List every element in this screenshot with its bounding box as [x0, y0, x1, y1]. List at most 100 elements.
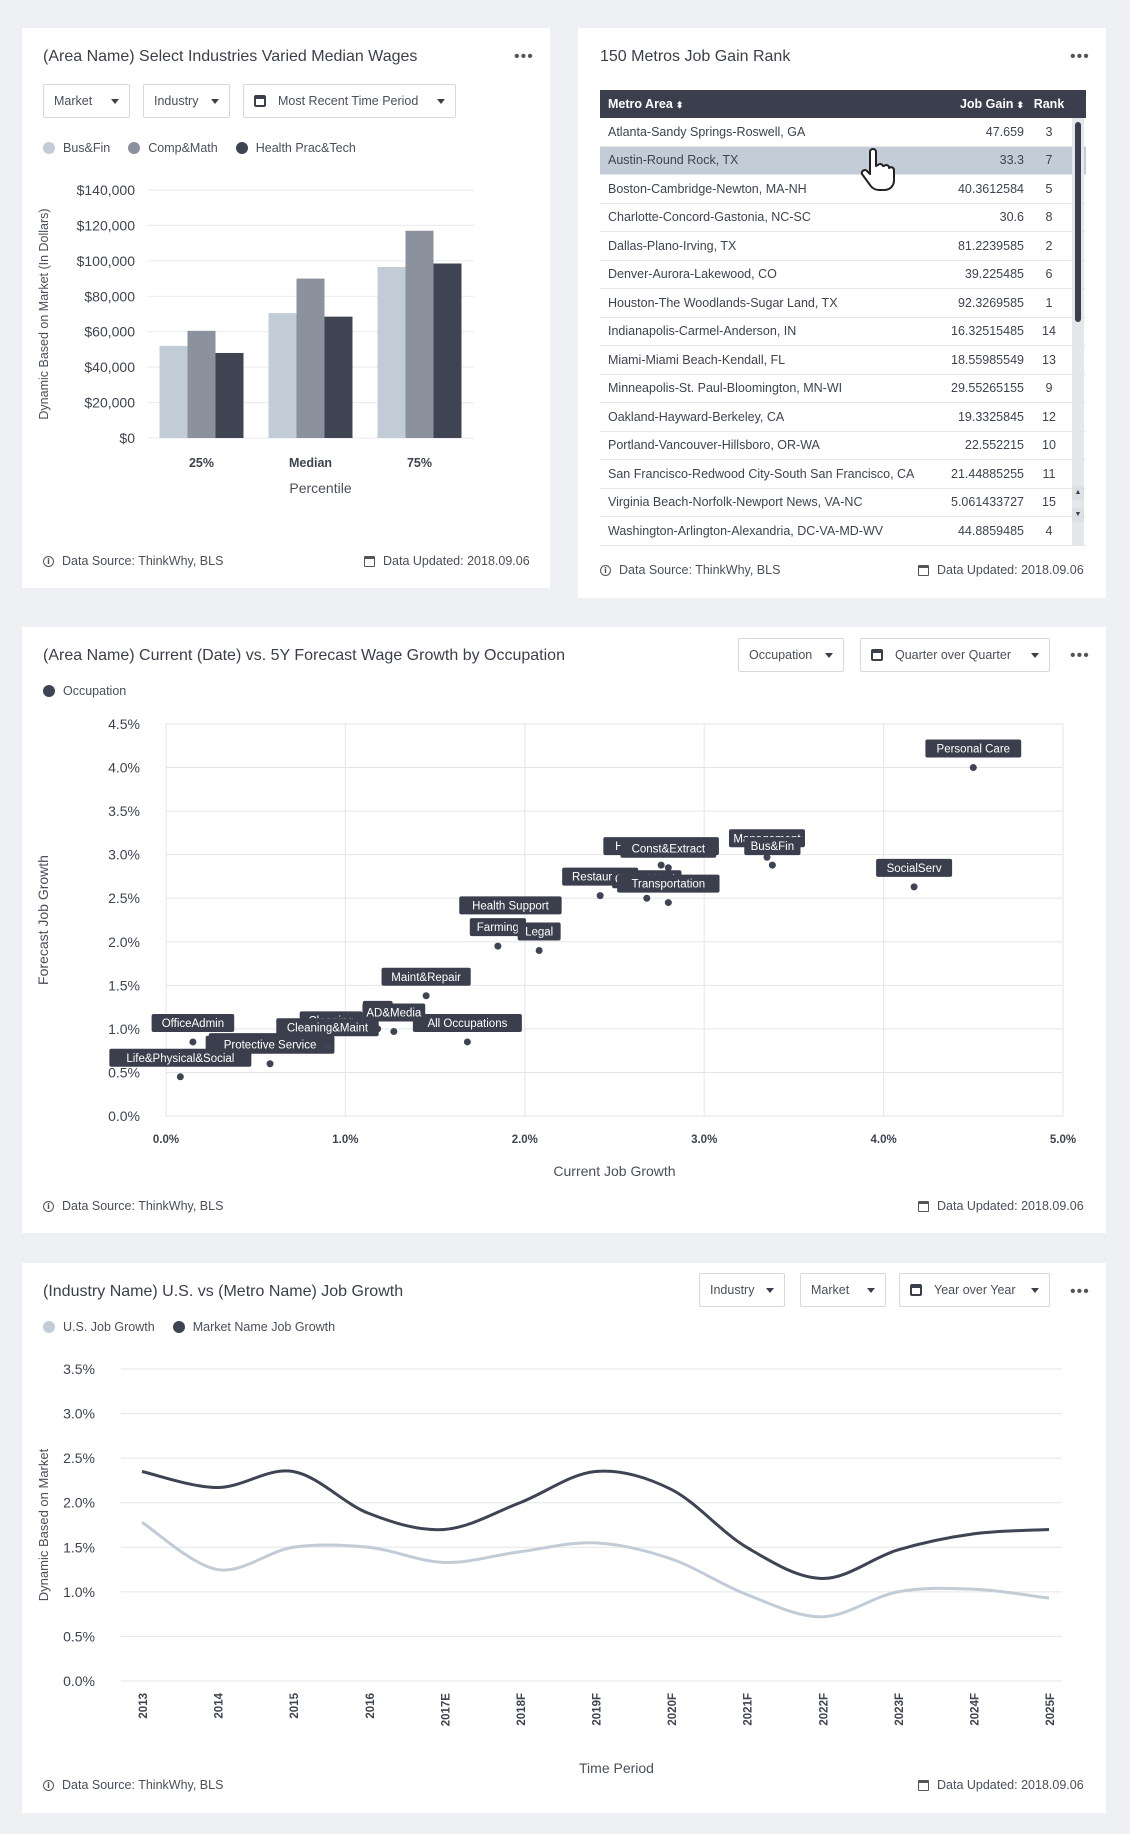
chevron-down-icon	[111, 98, 119, 104]
year-dropdown-label: Year over Year	[934, 1283, 1016, 1297]
scatter-point	[643, 894, 651, 902]
industry-dropdown[interactable]: Industry	[143, 84, 230, 118]
legend-item[interactable]: Market Name Job Growth	[172, 1320, 335, 1334]
market-dropdown[interactable]: Market	[800, 1273, 886, 1307]
x-tick-label: 2021F	[743, 1693, 755, 1726]
y-tick-label: $20,000	[84, 395, 135, 411]
more-options-icon[interactable]: •••	[1070, 647, 1090, 664]
legend-label: Comp&Math	[148, 141, 218, 155]
metro-area-cell: Miami-Miami Beach-Kendall, FL	[608, 352, 786, 367]
rank-cell: 11	[1042, 466, 1056, 481]
scatter-point	[768, 861, 776, 869]
x-tick-label: 4.0%	[870, 1134, 896, 1146]
table-row[interactable]: Minneapolis-St. Paul-Bloomington, MN-WI 2…	[600, 375, 1086, 403]
job-gain-cell: 30.6	[999, 210, 1024, 225]
point-label: Farming	[477, 922, 519, 934]
x-tick-label: Median	[289, 456, 332, 470]
scatter-card-title: (Area Name) Current (Date) vs. 5Y Foreca…	[43, 647, 565, 664]
more-options-icon[interactable]: •••	[1070, 48, 1090, 65]
y-tick-label: 4.5%	[108, 716, 140, 732]
sort-icon[interactable]: ⬍	[675, 100, 684, 110]
market-dropdown-label: Market	[811, 1283, 850, 1297]
data-source: i Data Source: ThinkWhy, BLS	[43, 1778, 223, 1792]
job-gain-cell: 44.8859485	[957, 523, 1024, 538]
legend-label: Health Prac&Tech	[255, 141, 356, 155]
table-row[interactable]: Washington-Arlington-Alexandria, DC-VA-M…	[600, 517, 1086, 546]
data-updated-text: Data Updated: 2018.09.06	[383, 554, 530, 568]
data-updated: Data Updated: 2018.09.06	[918, 563, 1084, 577]
scatter-point	[266, 1060, 274, 1068]
data-updated-text: Data Updated: 2018.09.06	[937, 563, 1084, 577]
market-dropdown[interactable]: Market	[43, 84, 130, 118]
job-gain-cell: 40.3612584	[957, 181, 1024, 196]
x-tick-label: 2020F	[667, 1693, 679, 1726]
y-tick-label: 2.0%	[63, 1495, 95, 1511]
column-header-job-gain[interactable]: Job Gain ⬍	[959, 97, 1024, 111]
table-row[interactable]: Austin-Round Rock, TX 33.3 7	[600, 146, 1086, 175]
job-gain-cell: 47.659	[985, 124, 1024, 139]
table-row[interactable]: Indianapolis-Carmel-Anderson, IN 16.32515…	[600, 318, 1086, 346]
legend-item[interactable]: Health Prac&Tech	[235, 141, 356, 155]
scatter-point	[664, 864, 672, 872]
bar-legend: Bus&Fin Comp&Math Health Prac&Tech	[43, 141, 374, 155]
x-tick-label: 2017E	[440, 1693, 452, 1727]
line-card-title: (Industry Name) U.S. vs (Metro Name) Job…	[43, 1283, 404, 1300]
x-tick-label: 2018F	[516, 1693, 528, 1726]
scatter-point	[763, 853, 771, 861]
legend-item[interactable]: Bus&Fin	[43, 141, 110, 155]
occupation-dropdown[interactable]: Occupation	[738, 638, 844, 672]
table-row[interactable]: Charlotte-Concord-Gastonia, NC-SC 30.6 8	[600, 204, 1086, 232]
line-legend: U.S. Job Growth Market Name Job Growth	[43, 1320, 353, 1334]
scroll-down-button[interactable]: ▼	[1072, 508, 1084, 522]
series-line	[141, 1469, 1050, 1580]
sort-icon[interactable]: ⬍	[1016, 100, 1024, 110]
y-tick-label: 0.0%	[63, 1673, 95, 1689]
table-row[interactable]: San Francisco-Redwood City-South San Fra…	[600, 460, 1086, 489]
point-label: Cleaning&Maint	[287, 1022, 369, 1034]
more-options-icon[interactable]: •••	[514, 48, 534, 65]
table-row[interactable]: Atlanta-Sandy Springs-Roswell, GA 47.659 3	[600, 118, 1086, 147]
info-icon: i	[600, 564, 611, 576]
y-tick-label: $140,000	[77, 182, 136, 198]
column-header-metro-area[interactable]: Metro Area ⬍	[608, 97, 684, 111]
scrollbar-thumb[interactable]	[1075, 122, 1081, 322]
legend-item[interactable]: U.S. Job Growth	[43, 1320, 155, 1334]
metro-area-cell: Washington-Arlington-Alexandria, DC-VA-M…	[608, 523, 884, 538]
point-label: SocialServ	[887, 863, 942, 875]
column-header-rank[interactable]: Rank	[1033, 97, 1065, 111]
point-label-bg	[620, 839, 717, 858]
table-row[interactable]: Dallas-Plano-Irving, TX 81.2239585 2	[600, 232, 1086, 261]
point-label-bg	[381, 967, 471, 986]
point-label-bg	[876, 858, 953, 877]
calendar-icon	[910, 1284, 922, 1296]
job-gain-cell: 18.55985549	[951, 352, 1024, 367]
point-label-bg	[517, 922, 561, 941]
table-row[interactable]: Oakland-Hayward-Berkeley, CA 19.3325845 12	[600, 403, 1086, 432]
year-dropdown[interactable]: Year over Year	[899, 1273, 1050, 1307]
table-row[interactable]: Denver-Aurora-Lakewood, CO 39.225485 6	[600, 261, 1086, 289]
rank-cell: 13	[1042, 352, 1056, 367]
table-row[interactable]: Houston-The Woodlands-Sugar Land, TX 92.3…	[600, 289, 1086, 318]
legend-label: U.S. Job Growth	[63, 1320, 155, 1334]
point-label: All Occupations	[427, 1018, 507, 1030]
legend-item[interactable]: Comp&Math	[128, 141, 218, 155]
table-row[interactable]: Portland-Vancouver-Hillsboro, OR-WA 22.55…	[600, 432, 1086, 460]
y-tick-label: 3.5%	[108, 803, 140, 819]
industry-dropdown[interactable]: Industry	[699, 1273, 785, 1307]
table-row[interactable]: Virginia Beach-Norfolk-Newport News, VA-…	[600, 489, 1086, 517]
point-label: Personal Care	[937, 744, 1011, 756]
quarter-dropdown[interactable]: Quarter over Quarter	[860, 638, 1050, 672]
y-tick-label: 2.5%	[108, 890, 140, 906]
table-row[interactable]: Miami-Miami Beach-Kendall, FL 18.55985549…	[600, 346, 1086, 375]
scroll-up-button[interactable]: ▲	[1072, 486, 1084, 500]
table-header: Metro Area ⬍ Job Gain ⬍ Rank	[600, 90, 1086, 118]
job-gain-cell: 39.225485	[964, 267, 1024, 282]
more-options-icon[interactable]: •••	[1070, 1283, 1090, 1300]
table-row[interactable]: Boston-Cambridge-Newton, MA-NH 40.3612584…	[600, 175, 1086, 204]
metro-area-cell: Portland-Vancouver-Hillsboro, OR-WA	[608, 438, 820, 453]
legend-swatch	[128, 142, 141, 154]
time-period-dropdown[interactable]: Most Recent Time Period	[243, 84, 456, 118]
legend-item[interactable]: Occupation	[43, 684, 126, 698]
rank-cell: 10	[1042, 438, 1056, 453]
rank-cell: 9	[1045, 381, 1053, 396]
